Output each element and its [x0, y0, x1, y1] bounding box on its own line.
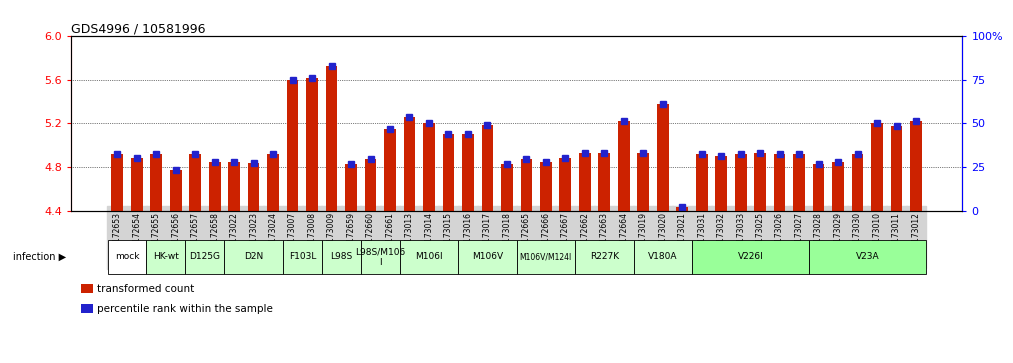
Text: infection ▶: infection ▶ [13, 252, 66, 262]
Bar [131, 158, 143, 211]
Bar [656, 104, 669, 211]
Text: GDS4996 / 10581996: GDS4996 / 10581996 [71, 22, 206, 35]
Bar [812, 164, 825, 211]
Text: D2N: D2N [244, 252, 263, 261]
Bar [501, 164, 513, 211]
Bar [696, 154, 707, 211]
Bar [481, 125, 493, 211]
Bar [189, 154, 201, 211]
Bar [228, 162, 240, 211]
Bar [677, 207, 688, 211]
Bar [170, 170, 181, 211]
Bar [111, 154, 124, 211]
Bar [423, 123, 435, 211]
Bar [774, 154, 785, 211]
Text: V180A: V180A [648, 252, 678, 261]
Bar [150, 154, 162, 211]
Bar [871, 123, 883, 211]
Text: percentile rank within the sample: percentile rank within the sample [97, 303, 274, 314]
Bar [248, 163, 259, 211]
Bar [384, 129, 396, 211]
Text: L98S/M106
I: L98S/M106 I [356, 247, 405, 266]
Text: D125G: D125G [189, 252, 221, 261]
Bar [579, 153, 591, 211]
Bar [599, 153, 610, 211]
Bar [365, 159, 377, 211]
Text: transformed count: transformed count [97, 284, 194, 294]
Bar [910, 121, 922, 211]
Text: mock: mock [114, 252, 139, 261]
Bar [637, 153, 649, 211]
Text: F103L: F103L [289, 252, 316, 261]
Text: M106V: M106V [472, 252, 503, 261]
Bar [462, 134, 474, 211]
Text: V23A: V23A [855, 252, 879, 261]
Bar [345, 164, 357, 211]
Bar [540, 162, 552, 211]
Bar [890, 126, 903, 211]
Bar [306, 78, 318, 211]
Text: M106I: M106I [415, 252, 443, 261]
Bar [443, 134, 454, 211]
Bar [852, 154, 863, 211]
Text: HK-wt: HK-wt [153, 252, 179, 261]
Bar [521, 159, 532, 211]
Bar [793, 154, 805, 211]
Bar [755, 153, 766, 211]
Text: L98S: L98S [330, 252, 353, 261]
Bar [267, 154, 279, 211]
Bar [734, 154, 747, 211]
Bar [833, 162, 844, 211]
Text: R227K: R227K [590, 252, 619, 261]
Bar [403, 117, 415, 211]
Text: M106V/M124I: M106V/M124I [520, 252, 572, 261]
Text: V226I: V226I [737, 252, 763, 261]
Bar [287, 80, 299, 211]
Bar [326, 66, 337, 211]
Bar [715, 156, 727, 211]
Bar [209, 162, 221, 211]
Bar [559, 158, 571, 211]
Bar [618, 121, 630, 211]
